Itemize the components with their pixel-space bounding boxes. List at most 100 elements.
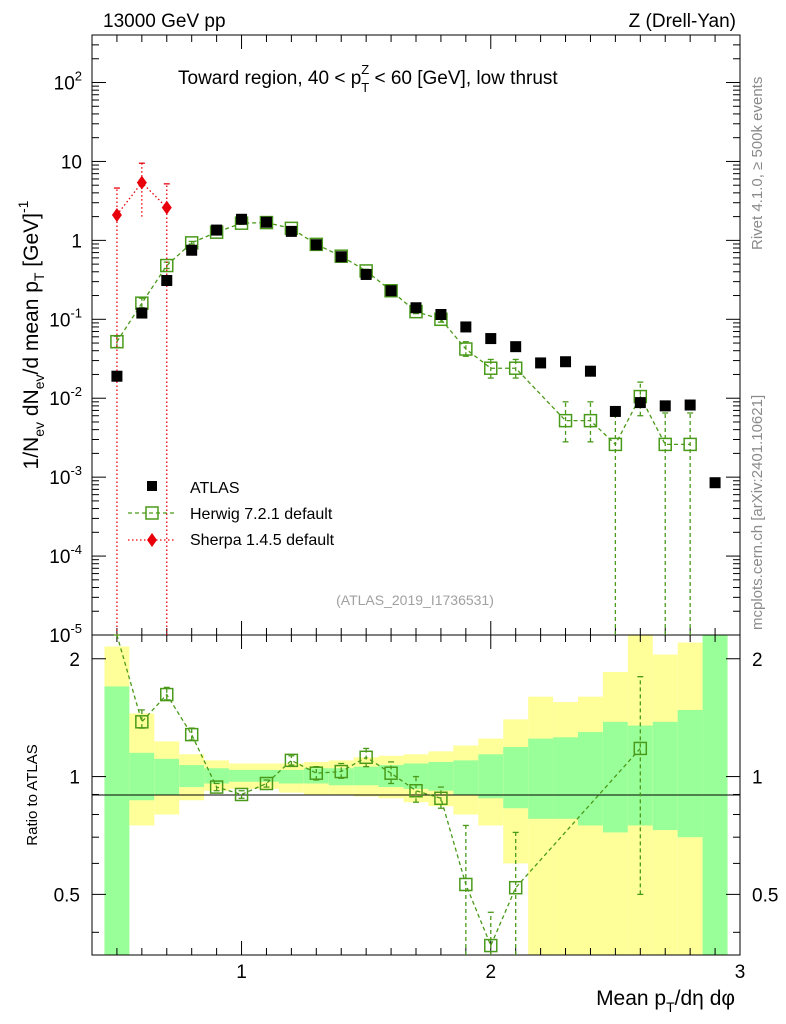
y-axis-label-ratio: Ratio to ATLAS xyxy=(24,744,41,845)
band-inner-bin xyxy=(528,738,554,819)
band-inner-bin xyxy=(104,686,130,955)
y-tick-label-ratio-right: 2 xyxy=(752,650,763,671)
ratio-herwig-point xyxy=(184,727,199,742)
ratio-herwig-point xyxy=(459,877,473,892)
band-inner-bin xyxy=(578,731,603,826)
sherpa-point xyxy=(161,200,172,215)
atlas-point xyxy=(460,321,472,333)
legend: ATLAS Herwig 7.2.1 default Sherpa 1.4.5 … xyxy=(128,480,335,549)
herwig-point xyxy=(508,361,523,375)
herwig-point xyxy=(459,342,473,356)
band-inner-bin xyxy=(129,752,155,801)
ratio-herwig-point xyxy=(259,776,274,791)
axis-ticks: 1 2 3 102 10 1 10-1 10-2 10-3 10-4 10-5 2 2 1 1 0.5 0.5 xyxy=(49,34,778,983)
atlas-point xyxy=(385,285,397,297)
analysis-watermark: (ATLAS_2019_I1736531) xyxy=(336,592,494,608)
legend-sherpa-marker xyxy=(147,533,157,547)
band-inner-bin xyxy=(229,769,254,782)
legend-atlas-label: ATLAS xyxy=(190,480,240,497)
atlas-point xyxy=(510,341,522,353)
band-inner-bin xyxy=(254,769,279,782)
band-inner-bin xyxy=(353,766,379,786)
herwig-point xyxy=(683,437,697,452)
side-mcplots-label: mcplots.cern.ch [arXiv:2401.10621] xyxy=(749,395,766,630)
y-tick-label-main: 1 xyxy=(71,231,82,252)
sherpa-point xyxy=(136,175,147,190)
herwig-point xyxy=(110,334,124,349)
band-inner-bin xyxy=(503,747,529,809)
atlas-point xyxy=(360,268,372,280)
ratio-herwig-point xyxy=(209,780,224,794)
atlas-point xyxy=(236,213,248,225)
atlas-point xyxy=(609,405,621,417)
atlas-point xyxy=(634,397,646,409)
side-rivet-label: Rivet 4.1.0, ≥ 500k events xyxy=(749,77,766,250)
band-inner-bin xyxy=(179,765,205,788)
atlas-point xyxy=(285,225,297,237)
band-inner-bin xyxy=(553,737,578,819)
band-inner-bin xyxy=(154,758,180,795)
y-tick-label-main: 10-3 xyxy=(49,463,82,489)
herwig-point xyxy=(384,283,398,298)
ratio-herwig-point xyxy=(334,764,348,779)
x-tick-label: 3 xyxy=(735,962,746,983)
band-inner-bin xyxy=(204,768,230,784)
atlas-point xyxy=(410,302,422,314)
ratio-uncertainty-bands xyxy=(104,635,728,955)
band-inner-bin xyxy=(627,725,653,826)
ratio-herwig-point xyxy=(384,766,398,780)
y-tick-label-ratio: 1 xyxy=(69,768,80,789)
y-tick-label-main: 10 xyxy=(61,152,82,173)
y-tick-label-ratio: 2 xyxy=(69,650,80,671)
x-axis-label: Mean pT/dη dφ xyxy=(596,987,735,1015)
ratio-herwig-point xyxy=(484,938,498,953)
band-inner-bin xyxy=(428,761,454,791)
ratio-herwig-line xyxy=(116,634,641,948)
x-tick-label: 2 xyxy=(485,962,496,983)
atlas-point xyxy=(161,275,173,287)
band-inner-bin xyxy=(652,721,678,831)
atlas-point xyxy=(211,224,223,236)
x-tick-label: 1 xyxy=(236,962,247,983)
ratio-herwig-point xyxy=(633,741,648,756)
herwig-point xyxy=(160,258,174,273)
y-tick-label-main: 10-1 xyxy=(49,305,82,331)
band-outer-bin xyxy=(528,696,554,955)
y-tick-label-ratio: 0.5 xyxy=(54,885,80,906)
ratio-herwig-point xyxy=(135,715,149,729)
atlas-point xyxy=(535,357,547,369)
atlas-point xyxy=(684,399,696,411)
atlas-point xyxy=(260,216,272,228)
atlas-point xyxy=(335,251,347,263)
band-inner-bin xyxy=(453,760,479,795)
ratio-herwig-point xyxy=(409,783,423,798)
y-tick-label-main: 10-2 xyxy=(49,384,82,410)
ratio-herwig-point xyxy=(359,750,373,765)
ratio-herwig-point xyxy=(284,753,299,768)
atlas-point xyxy=(709,477,721,489)
y-tick-label-main: 10-5 xyxy=(49,621,82,647)
y-tick-label-main: 102 xyxy=(54,69,82,95)
svg-text:1/Nev dNev/d mean pT [GeV]-1: 1/Nev dNev/d mean pT [GeV]-1 xyxy=(15,200,47,469)
ratio-herwig-point xyxy=(434,791,448,806)
herwig-point xyxy=(259,215,274,230)
herwig-point xyxy=(608,437,623,452)
atlas-point xyxy=(186,244,198,256)
data-series xyxy=(110,162,721,955)
y-axis-label-main: 1/Nev dNev/d mean pT [GeV]-1 xyxy=(15,200,47,469)
herwig-line xyxy=(116,221,691,446)
ratio-herwig-point xyxy=(160,687,174,702)
panel-title: Toward region, 40 < pTZ < 60 [GeV], low … xyxy=(178,62,558,95)
band-inner-bin xyxy=(677,709,703,838)
atlas-point xyxy=(435,309,447,321)
y-tick-label-ratio-right: 1 xyxy=(752,768,763,789)
herwig-point xyxy=(484,361,498,375)
herwig-point xyxy=(135,296,149,310)
sherpa-point xyxy=(111,207,122,222)
ratio-herwig-point xyxy=(309,766,324,780)
legend-herwig-label: Herwig 7.2.1 default xyxy=(190,506,333,523)
legend-atlas-marker xyxy=(147,481,157,491)
y-tick-label-ratio-right: 0.5 xyxy=(752,885,778,906)
band-inner-bin xyxy=(478,754,504,799)
